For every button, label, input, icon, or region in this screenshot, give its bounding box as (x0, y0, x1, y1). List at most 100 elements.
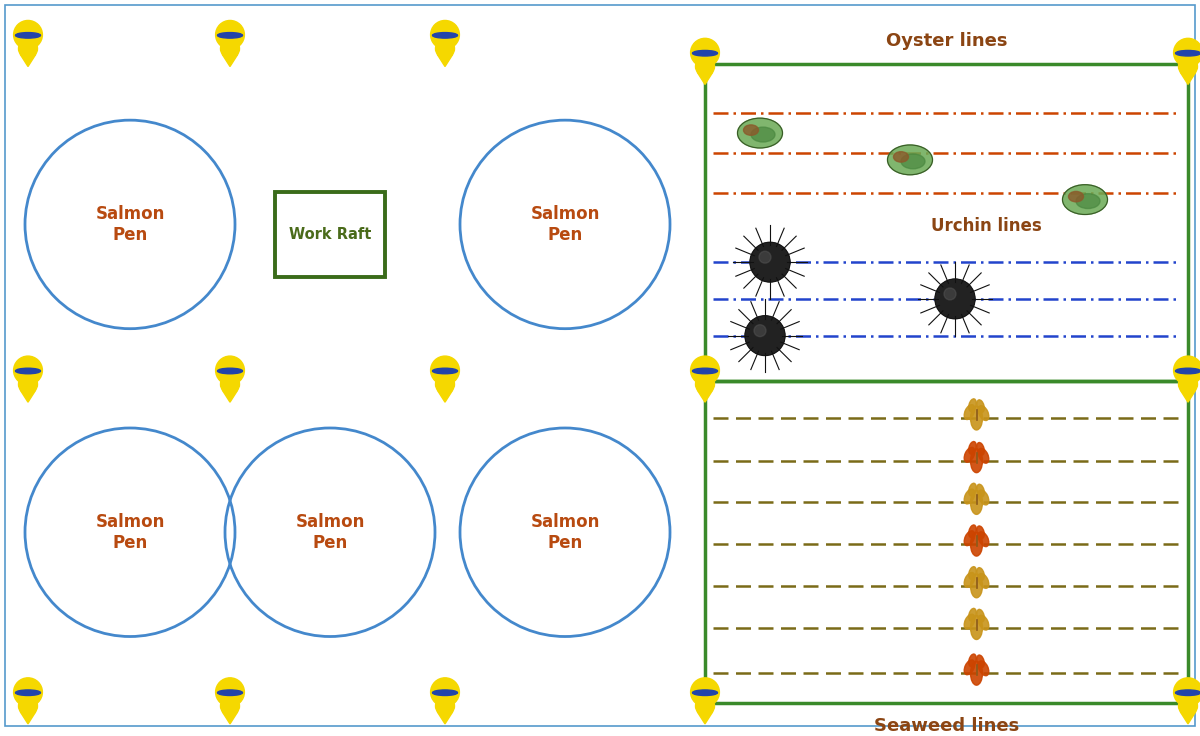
Ellipse shape (978, 531, 989, 547)
Polygon shape (222, 712, 238, 724)
Ellipse shape (1068, 191, 1084, 202)
Text: Seaweed lines: Seaweed lines (874, 717, 1019, 735)
Ellipse shape (1176, 690, 1200, 696)
Circle shape (691, 38, 720, 67)
Ellipse shape (965, 573, 974, 587)
Text: Salmon
Pen: Salmon Pen (95, 205, 164, 244)
Ellipse shape (977, 442, 984, 455)
Text: Salmon
Pen: Salmon Pen (95, 513, 164, 552)
Ellipse shape (1178, 57, 1198, 76)
Ellipse shape (18, 375, 37, 394)
Text: Salmon
Pen: Salmon Pen (295, 513, 365, 552)
Bar (275, 192, 385, 277)
Ellipse shape (692, 51, 718, 56)
Ellipse shape (436, 375, 455, 394)
Circle shape (216, 356, 245, 385)
Ellipse shape (965, 614, 974, 629)
Circle shape (760, 251, 772, 263)
Ellipse shape (696, 696, 714, 715)
Ellipse shape (965, 405, 974, 420)
Circle shape (431, 21, 460, 49)
Polygon shape (438, 390, 452, 402)
Ellipse shape (217, 32, 242, 38)
Ellipse shape (692, 690, 718, 696)
Ellipse shape (977, 655, 984, 668)
Polygon shape (20, 712, 36, 724)
Ellipse shape (965, 447, 974, 462)
Ellipse shape (968, 525, 977, 537)
Ellipse shape (968, 567, 977, 579)
Text: Work Raft: Work Raft (289, 227, 371, 242)
Ellipse shape (888, 145, 932, 174)
Ellipse shape (971, 574, 983, 598)
Ellipse shape (738, 118, 782, 148)
Polygon shape (222, 54, 238, 66)
Ellipse shape (432, 690, 457, 696)
Ellipse shape (1176, 51, 1200, 56)
Ellipse shape (221, 375, 240, 394)
Ellipse shape (977, 526, 984, 539)
Polygon shape (222, 390, 238, 402)
Ellipse shape (968, 609, 977, 621)
Ellipse shape (968, 484, 977, 496)
Ellipse shape (217, 368, 242, 374)
Circle shape (1174, 356, 1200, 385)
Ellipse shape (971, 449, 983, 473)
Polygon shape (697, 390, 713, 402)
Ellipse shape (901, 154, 925, 169)
Ellipse shape (692, 368, 718, 374)
Bar (706, 381, 1188, 703)
Circle shape (750, 242, 790, 282)
Ellipse shape (968, 442, 977, 454)
Ellipse shape (1178, 375, 1198, 394)
Text: Salmon
Pen: Salmon Pen (530, 205, 600, 244)
Ellipse shape (744, 125, 758, 135)
Circle shape (745, 316, 785, 355)
Polygon shape (697, 712, 713, 724)
Circle shape (754, 325, 766, 336)
Text: Urchin lines: Urchin lines (931, 217, 1042, 236)
Ellipse shape (971, 490, 983, 514)
Polygon shape (1181, 390, 1195, 402)
Circle shape (431, 678, 460, 707)
Ellipse shape (1062, 185, 1108, 214)
Ellipse shape (971, 662, 983, 685)
Ellipse shape (217, 690, 242, 696)
Ellipse shape (978, 406, 989, 420)
Ellipse shape (978, 661, 989, 676)
Polygon shape (20, 390, 36, 402)
Circle shape (431, 356, 460, 385)
Ellipse shape (968, 654, 977, 667)
Ellipse shape (977, 484, 984, 497)
Ellipse shape (751, 127, 775, 142)
Circle shape (13, 356, 42, 385)
Ellipse shape (965, 489, 974, 504)
Polygon shape (1181, 72, 1195, 85)
Ellipse shape (971, 406, 983, 430)
Ellipse shape (436, 696, 455, 715)
Ellipse shape (18, 39, 37, 58)
Ellipse shape (978, 490, 989, 505)
Ellipse shape (16, 690, 41, 696)
Ellipse shape (971, 532, 983, 556)
Ellipse shape (977, 609, 984, 622)
Ellipse shape (432, 32, 457, 38)
Ellipse shape (16, 32, 41, 38)
Ellipse shape (965, 531, 974, 545)
Ellipse shape (696, 57, 714, 76)
Polygon shape (438, 54, 452, 66)
Ellipse shape (221, 39, 240, 58)
Ellipse shape (18, 696, 37, 715)
Ellipse shape (16, 368, 41, 374)
Ellipse shape (432, 368, 457, 374)
Text: Oyster lines: Oyster lines (886, 32, 1007, 50)
Ellipse shape (894, 152, 908, 162)
Circle shape (935, 279, 976, 319)
Circle shape (1174, 38, 1200, 67)
Polygon shape (697, 72, 713, 85)
Ellipse shape (1076, 194, 1100, 208)
Ellipse shape (1176, 368, 1200, 374)
Text: Salmon
Pen: Salmon Pen (530, 513, 600, 552)
Circle shape (13, 678, 42, 707)
Ellipse shape (978, 615, 989, 630)
